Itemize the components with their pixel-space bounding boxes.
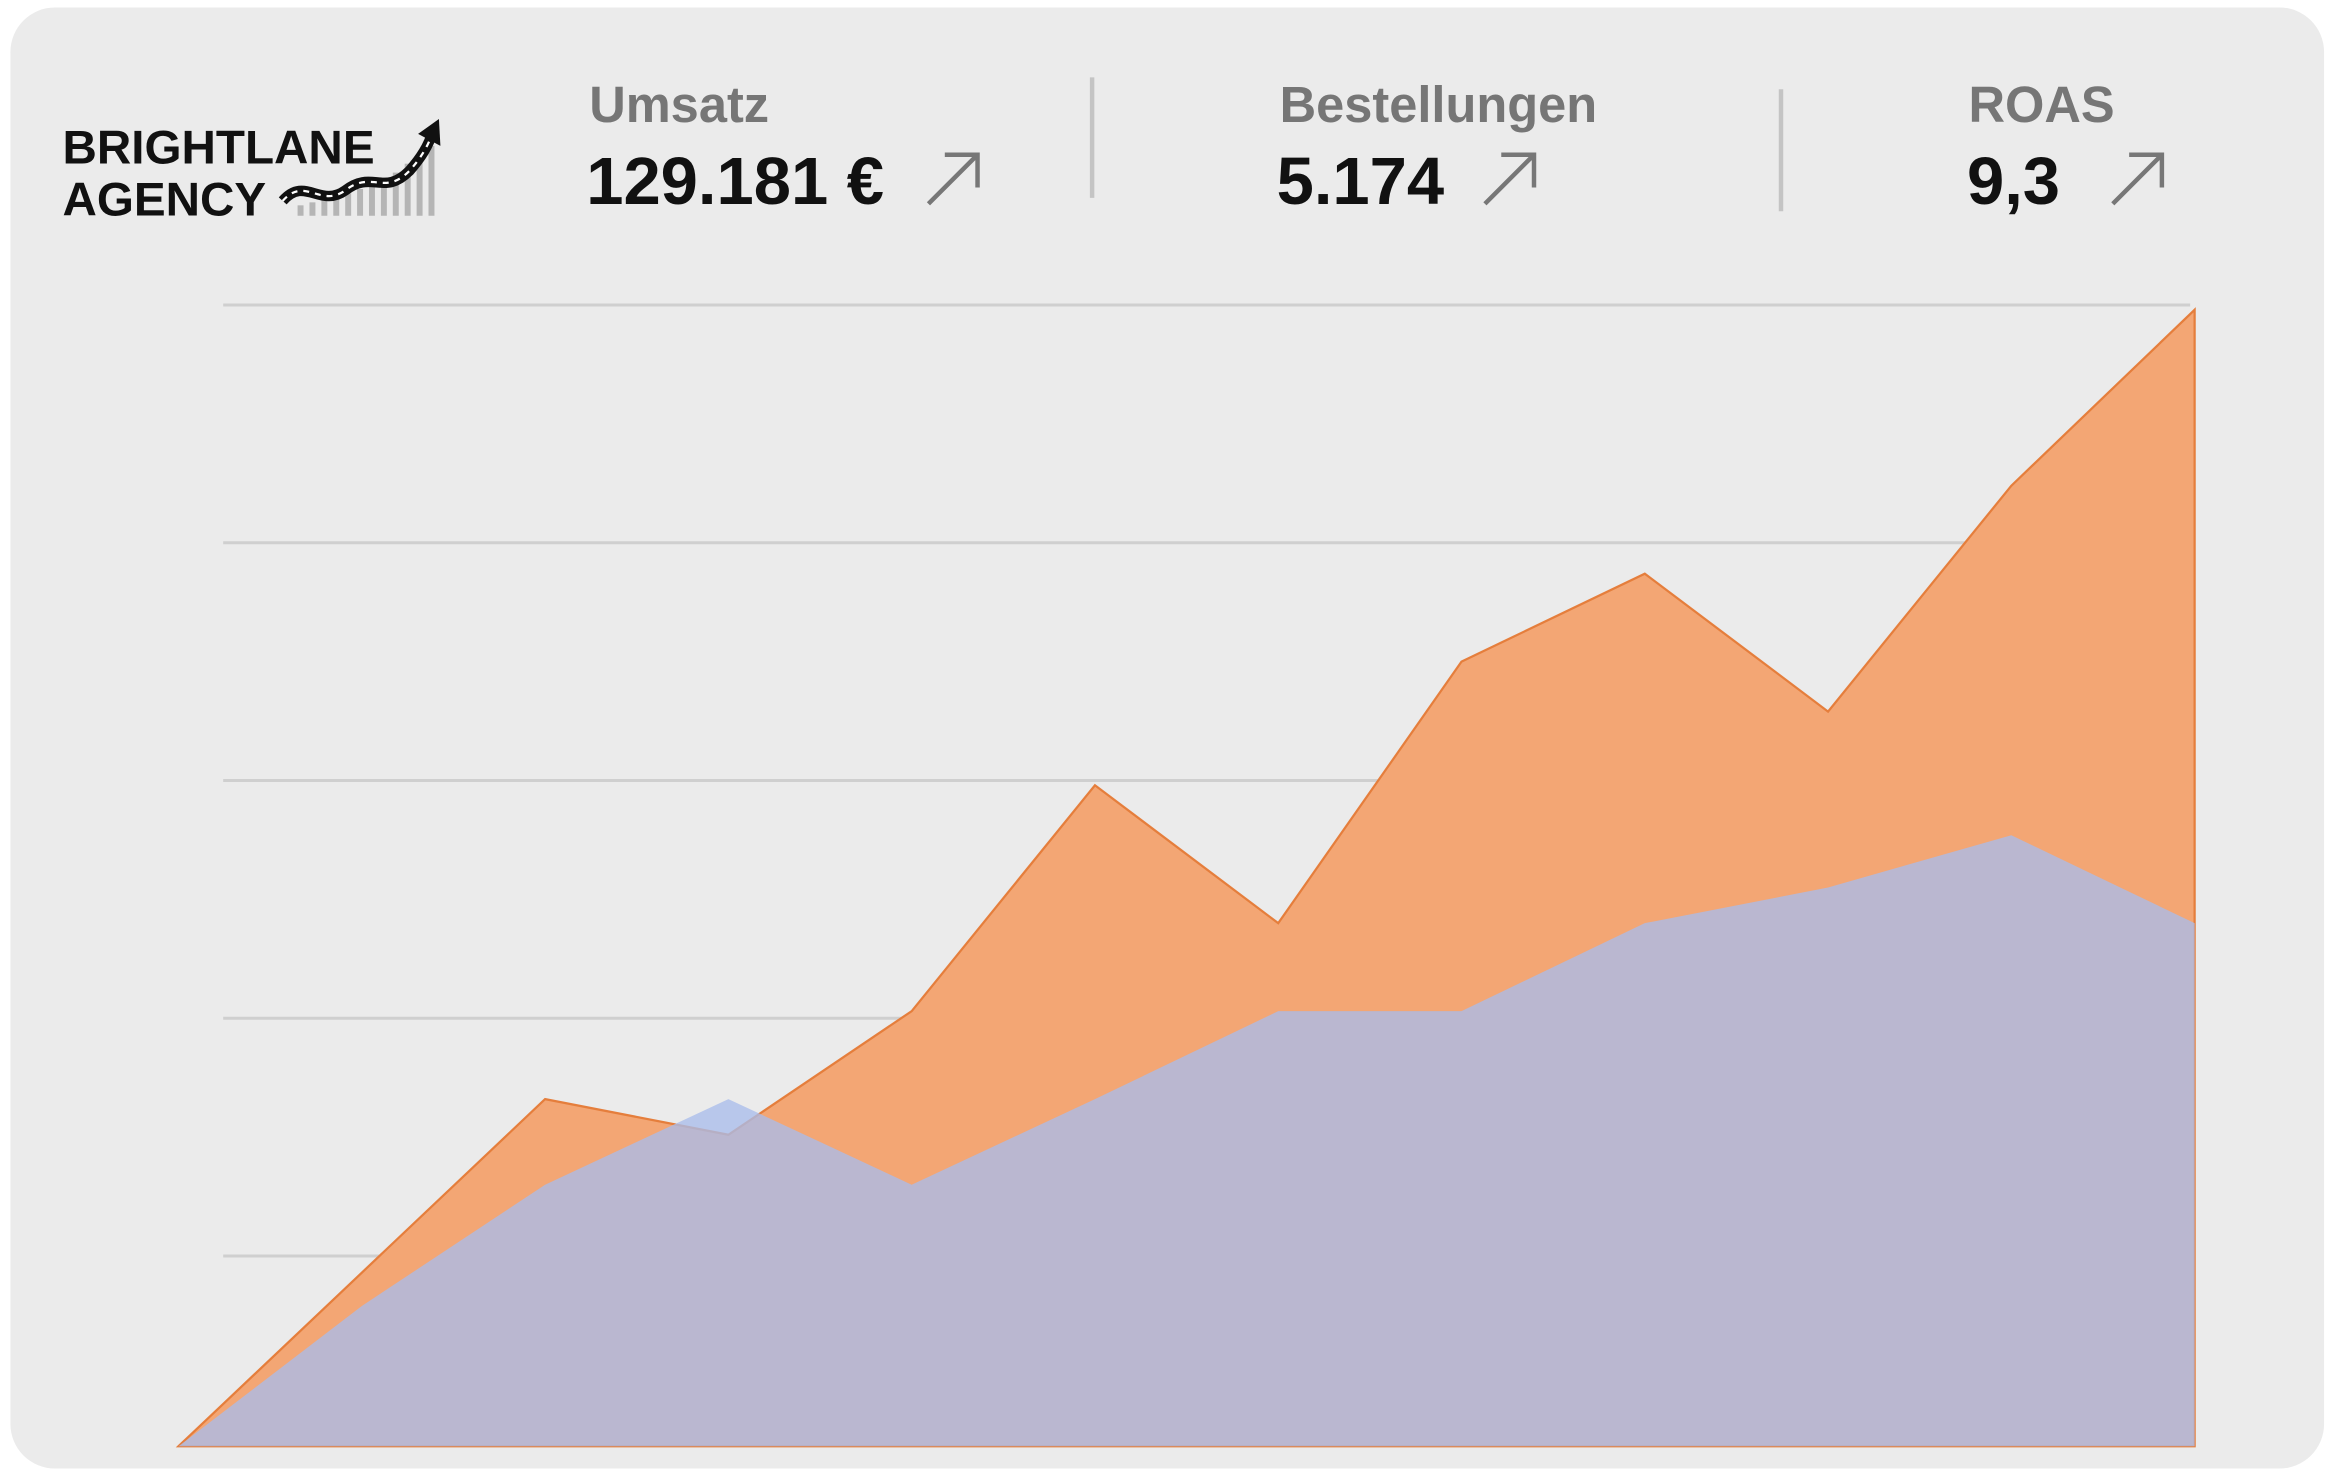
plot bbox=[175, 303, 2196, 1448]
logo-bars bbox=[297, 145, 435, 216]
kpi-label: Bestellungen bbox=[1280, 76, 1598, 133]
kpi-value: 129.181 € bbox=[586, 144, 884, 219]
trend-arrow bbox=[926, 152, 980, 206]
logo: BRIGHTLANE AGENCY bbox=[62, 119, 441, 227]
area bbox=[178, 835, 2195, 1447]
kpi-value: 5.174 bbox=[1277, 144, 1445, 219]
trend-arrow bbox=[2111, 152, 2165, 206]
logo-line: BRIGHTLANE bbox=[62, 122, 374, 175]
logo-road-line bbox=[281, 130, 435, 202]
logo-arrow bbox=[418, 119, 441, 146]
kpi-value: 9,3 bbox=[1967, 144, 2060, 219]
kpis: Umsatz 129.181 € Bestellungen 5.174 ROAS… bbox=[586, 76, 2165, 219]
logo-line: AGENCY bbox=[62, 174, 266, 227]
kpi-label: Umsatz bbox=[589, 76, 769, 133]
trend-arrow bbox=[1483, 152, 1537, 206]
kpi-label: ROAS bbox=[1968, 76, 2114, 133]
